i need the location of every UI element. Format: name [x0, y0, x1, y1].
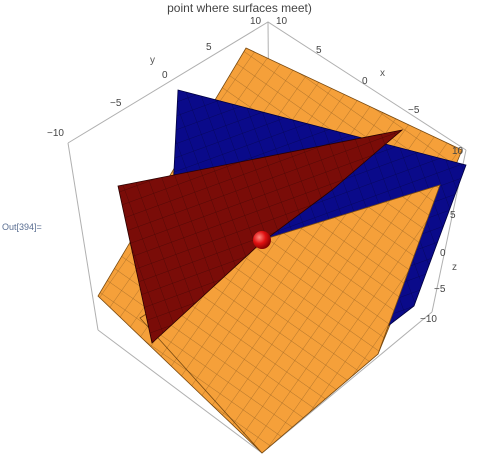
y-tick: 0: [162, 70, 168, 81]
intersection-point[interactable]: [253, 231, 271, 249]
x-tick: 10: [276, 16, 288, 27]
y-tick: 5: [206, 42, 212, 53]
x-tick: 0: [362, 76, 368, 87]
x-tick: −5: [408, 105, 420, 116]
z-axis-label: z: [452, 262, 457, 273]
z-tick: 0: [440, 248, 446, 259]
x-axis-label: x: [380, 68, 385, 79]
z-tick: −5: [434, 284, 446, 295]
y-axis: y 10 5 0 −5 −10: [47, 16, 262, 139]
x-axis: x 10 5 0 −5: [276, 16, 420, 116]
y-axis-label: y: [150, 55, 155, 66]
z-tick: −10: [420, 314, 437, 325]
y-tick: −5: [110, 98, 122, 109]
y-tick: −10: [47, 128, 64, 139]
y-tick: 10: [250, 16, 262, 27]
z-tick: 10: [452, 146, 464, 157]
x-tick: 5: [316, 45, 322, 56]
z-axis: z 10 5 0 −5 −10: [420, 146, 464, 325]
z-tick: 5: [450, 210, 456, 221]
output-cell-label: Out[394]=: [2, 222, 42, 232]
plot-title: point where surfaces meet): [167, 1, 312, 15]
